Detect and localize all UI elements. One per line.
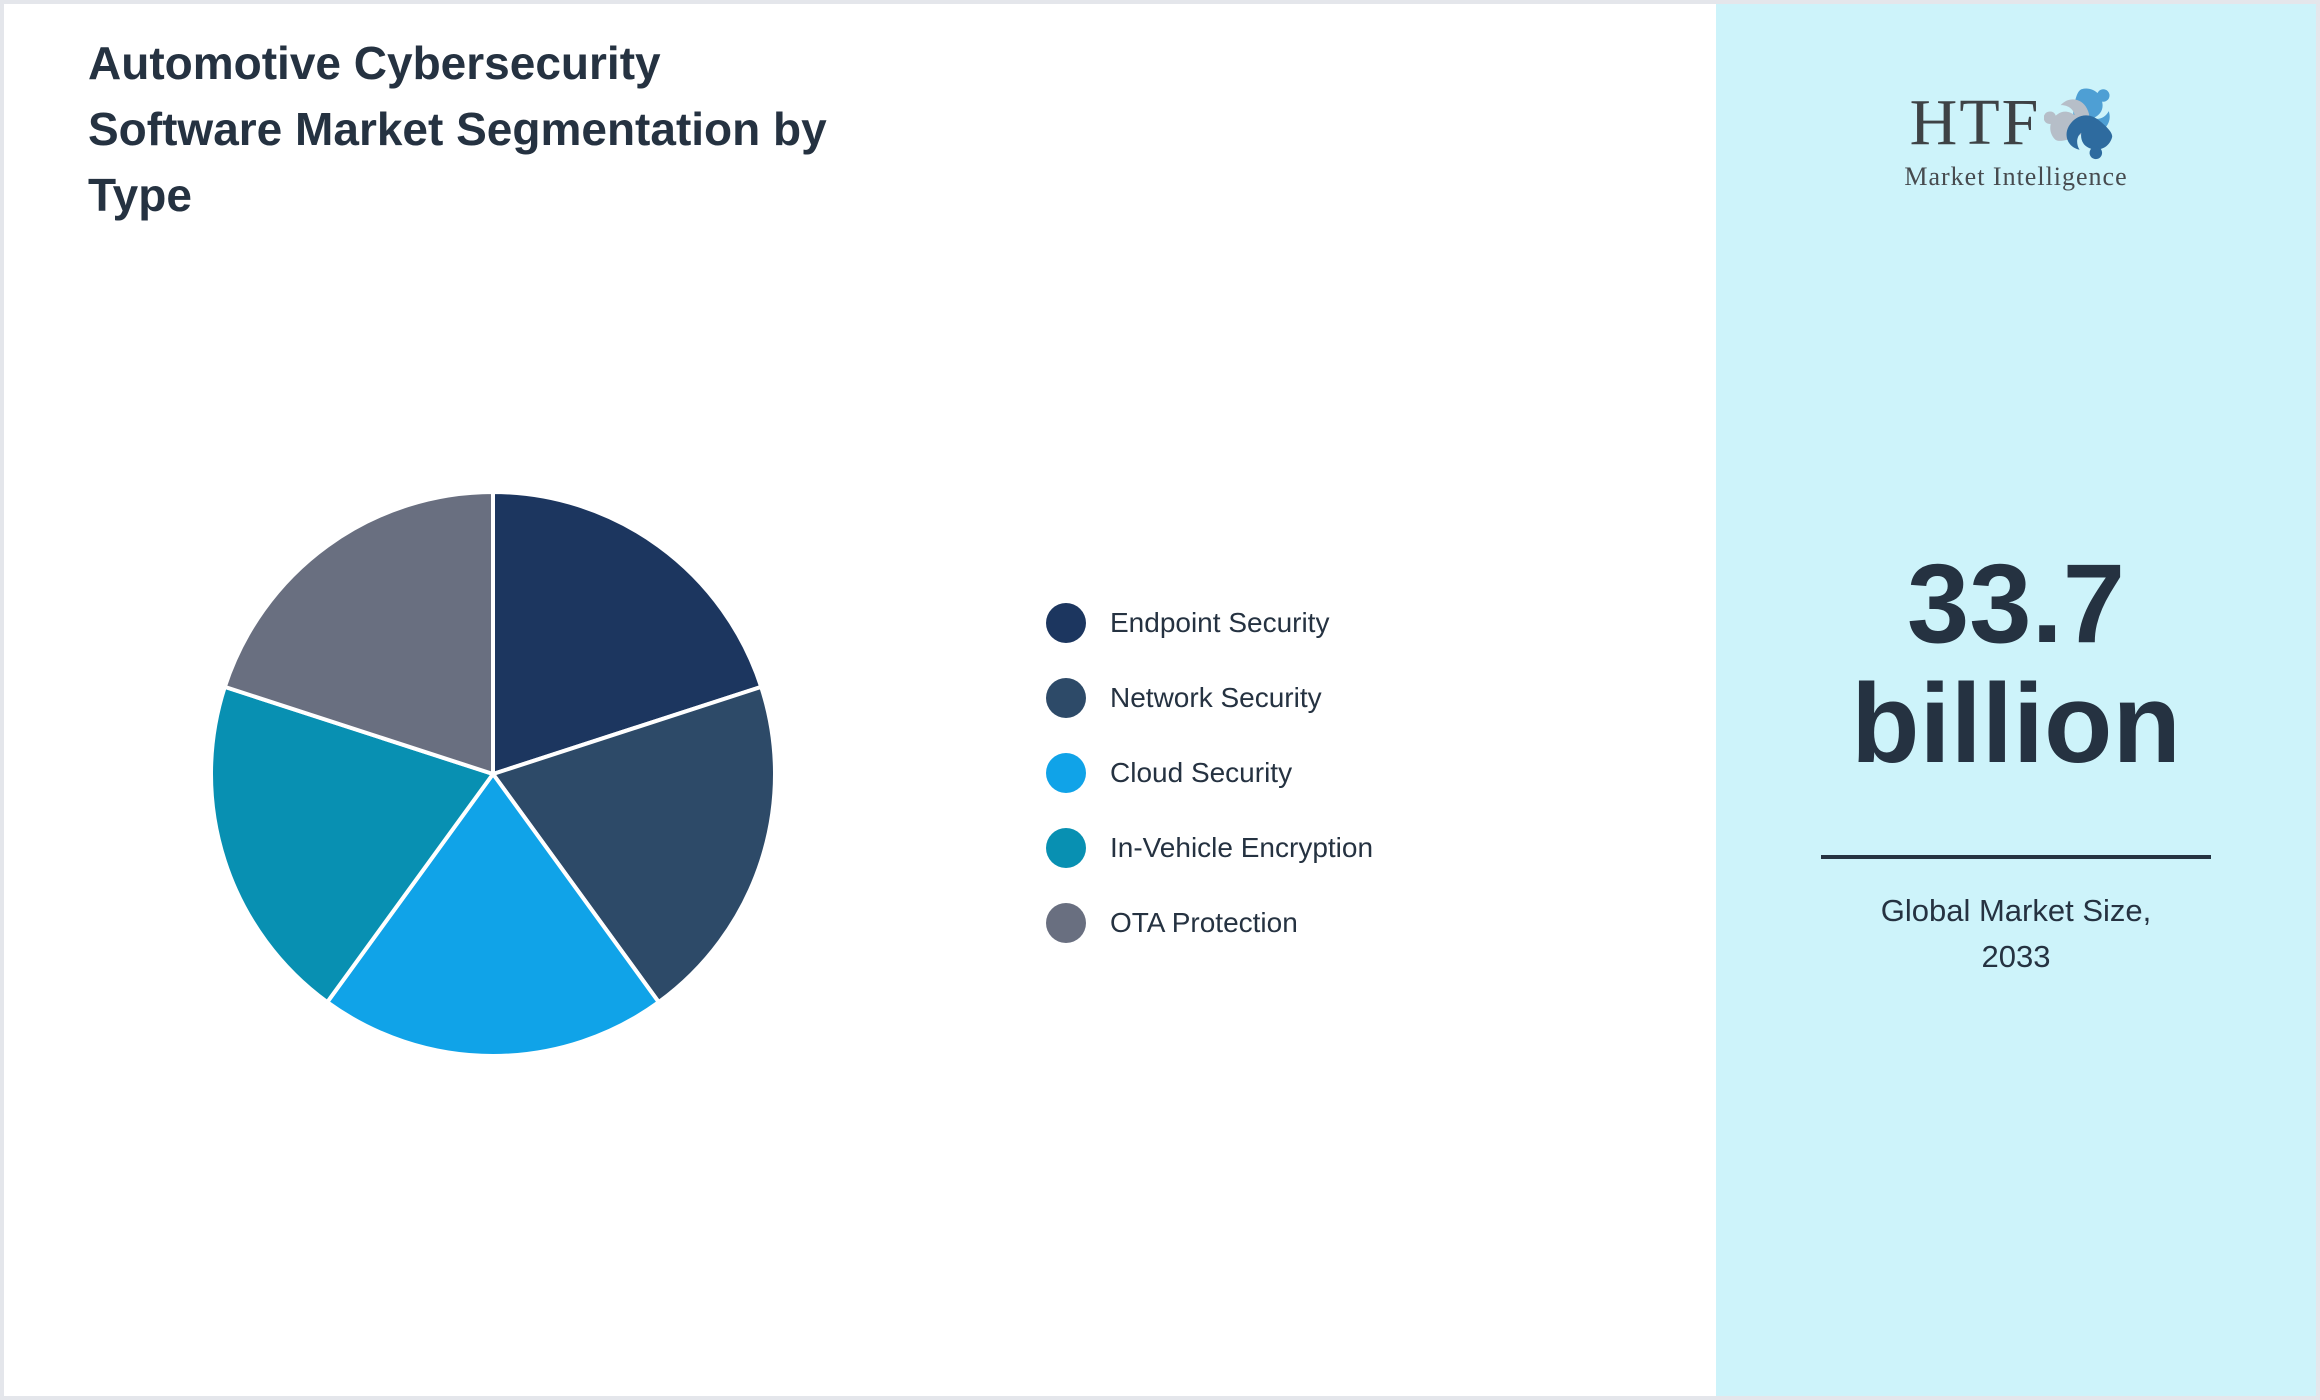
- legend-label: OTA Protection: [1110, 907, 1298, 938]
- legend-label: Cloud Security: [1110, 757, 1293, 788]
- pie-slice-in-vehicle-encryption: [209, 684, 495, 1005]
- legend-label: In-Vehicle Encryption: [1110, 832, 1374, 863]
- legend-item-network-security: Network Security: [1046, 678, 1373, 718]
- chart-legend: Endpoint Security Network Security Cloud…: [1046, 603, 1373, 943]
- pie-slice-ota-protection: [222, 490, 495, 776]
- legend-label: Network Security: [1110, 682, 1322, 713]
- htf-logo-text: HTF: [1909, 86, 2041, 159]
- market-size-unit: billion: [1851, 661, 2181, 786]
- market-size-caption: Global Market Size, 2033: [1716, 888, 2316, 980]
- chart-title-line-1: Automotive Cybersecurity: [88, 37, 661, 89]
- market-size-value: 33.7 billion: [1716, 544, 2316, 784]
- logo-swirl-icon: [2044, 88, 2113, 160]
- legend-item-endpoint-security: Endpoint Security: [1046, 603, 1373, 643]
- market-size-sidebar: HTF: [1716, 4, 2316, 1396]
- pie-slice-cloud-security: [325, 772, 661, 1058]
- pie-chart-container: [193, 474, 793, 1074]
- legend-item-ota-protection: OTA Protection: [1046, 903, 1373, 943]
- market-size-caption-line-1: Global Market Size,: [1880, 893, 2152, 928]
- legend-swatch-icon: [1046, 678, 1086, 718]
- htf-logo-subtext: Market Intelligence: [1904, 162, 2128, 191]
- chart-title-line-2: Software Market Segmentation by: [88, 103, 827, 155]
- chart-title-line-3: Type: [88, 169, 192, 221]
- legend-item-cloud-security: Cloud Security: [1046, 753, 1373, 793]
- pie-slice-endpoint-security: [491, 490, 764, 776]
- market-size-caption-line-2: 2033: [1981, 939, 2051, 974]
- pie-slice-network-security: [491, 684, 777, 1005]
- legend-swatch-icon: [1046, 603, 1086, 643]
- legend-label: Endpoint Security: [1110, 607, 1330, 638]
- legend-swatch-icon: [1046, 828, 1086, 868]
- pie-chart: [209, 490, 777, 1058]
- sidebar-divider: [1821, 855, 2211, 859]
- market-size-number: 33.7: [1907, 541, 2125, 666]
- chart-title: Automotive Cybersecurity Software Market…: [88, 30, 1068, 228]
- legend-swatch-icon: [1046, 903, 1086, 943]
- legend-swatch-icon: [1046, 753, 1086, 793]
- htf-logo: HTF: [1716, 74, 2316, 192]
- legend-item-in-vehicle-encryption: In-Vehicle Encryption: [1046, 828, 1373, 868]
